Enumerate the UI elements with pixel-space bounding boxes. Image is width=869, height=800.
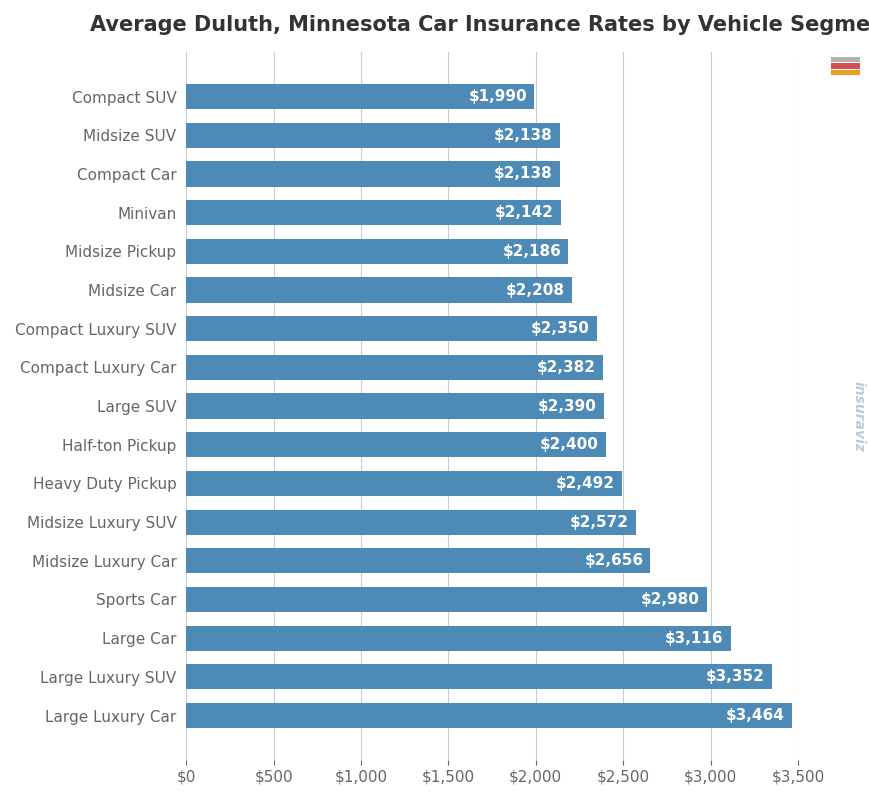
Text: $3,352: $3,352	[706, 670, 764, 684]
Bar	[186, 84, 534, 109]
Bar	[186, 548, 650, 574]
Title: Average Duluth, Minnesota Car Insurance Rates by Vehicle Segment: Average Duluth, Minnesota Car Insurance …	[90, 15, 869, 35]
Bar	[186, 355, 602, 380]
Text: $3,464: $3,464	[725, 708, 784, 723]
Bar	[186, 394, 603, 418]
Text: $2,492: $2,492	[555, 476, 614, 491]
Text: $2,980: $2,980	[640, 592, 700, 607]
Bar	[186, 703, 791, 728]
Bar	[186, 626, 730, 650]
Text: $2,382: $2,382	[536, 360, 595, 375]
Text: $2,350: $2,350	[530, 321, 589, 336]
Bar	[186, 162, 560, 186]
Bar	[830, 70, 859, 75]
Bar	[186, 664, 771, 690]
Text: $2,138: $2,138	[494, 128, 553, 142]
Bar	[186, 278, 572, 302]
Bar	[186, 316, 596, 342]
Text: $2,390: $2,390	[537, 398, 596, 414]
Text: $2,656: $2,656	[584, 554, 643, 568]
Bar	[186, 200, 560, 226]
Text: $2,142: $2,142	[494, 205, 553, 220]
Text: $2,400: $2,400	[539, 438, 598, 452]
Text: $2,138: $2,138	[494, 166, 553, 182]
Bar	[186, 510, 635, 534]
Bar	[186, 238, 567, 264]
Bar	[186, 432, 605, 458]
Bar	[186, 122, 560, 148]
Text: $1,990: $1,990	[468, 89, 527, 104]
Text: $3,116: $3,116	[665, 630, 723, 646]
Text: insuraviz: insuraviz	[851, 381, 865, 451]
Text: $2,208: $2,208	[506, 282, 565, 298]
Bar	[830, 63, 859, 69]
Bar	[186, 587, 706, 612]
Text: $2,186: $2,186	[501, 244, 561, 259]
Bar	[830, 57, 859, 62]
Text: $2,572: $2,572	[569, 514, 628, 530]
Bar	[186, 471, 621, 496]
